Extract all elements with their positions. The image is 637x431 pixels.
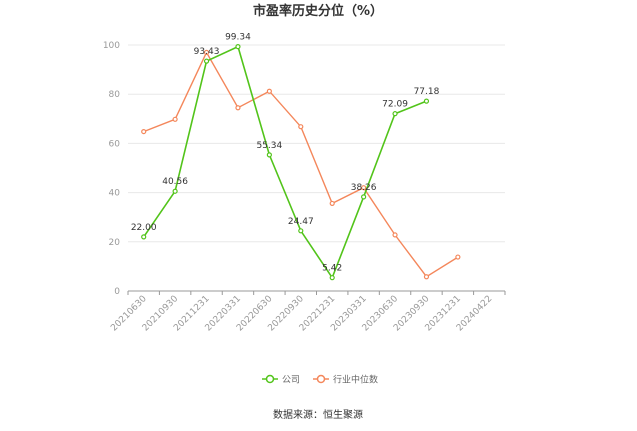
y-tick-label: 40 bbox=[109, 189, 121, 199]
industry-median-data-point bbox=[141, 128, 147, 135]
company-data-label: 55.34 bbox=[256, 141, 282, 151]
company-data-point bbox=[235, 44, 241, 50]
legend-marker bbox=[316, 374, 326, 384]
company-data-label: 22.00 bbox=[131, 223, 157, 233]
company-data-point bbox=[298, 228, 304, 234]
y-tick-label: 80 bbox=[109, 90, 121, 100]
company-data-point bbox=[361, 194, 367, 200]
y-tick-label: 0 bbox=[114, 287, 120, 297]
company-data-point bbox=[423, 98, 430, 104]
company-data-point bbox=[392, 111, 398, 117]
company-data-label: 24.47 bbox=[288, 217, 314, 227]
y-tick-label: 60 bbox=[109, 139, 121, 149]
plot-area bbox=[141, 44, 461, 281]
legend-marker bbox=[265, 374, 275, 384]
industry-median-data-point bbox=[172, 116, 178, 122]
company-data-label: 72.09 bbox=[382, 100, 408, 110]
company-data-point bbox=[203, 58, 210, 64]
industry-median-series-line bbox=[143, 50, 459, 278]
grid-lines bbox=[128, 44, 505, 243]
y-tick-label: 100 bbox=[103, 41, 120, 51]
industry-median-data-point bbox=[298, 124, 304, 130]
company-data-point bbox=[266, 152, 272, 158]
industry-median-data-point bbox=[423, 274, 430, 280]
company-data-label: 40.56 bbox=[162, 177, 188, 187]
y-axis: 0 20 40 60 80 100 bbox=[103, 41, 120, 297]
industry-median-data-point bbox=[329, 200, 335, 207]
industry-median-data-point bbox=[203, 49, 210, 55]
industry-median-data-point bbox=[266, 88, 272, 94]
company-data-label: 99.34 bbox=[225, 33, 251, 43]
x-axis: 2021063020210930202112312022033120220630… bbox=[109, 290, 506, 334]
legend-label: 公司 bbox=[282, 375, 300, 386]
data-labels: 22.00 40.56 93.43 99.34 55.34 24.47 5.42 38.26 7… bbox=[131, 33, 440, 274]
company-data-point bbox=[172, 188, 178, 194]
industry-median-data-point bbox=[361, 185, 367, 191]
company-data-label: 38.26 bbox=[351, 183, 377, 193]
industry-median-data-point bbox=[455, 254, 461, 260]
company-data-label: 5.42 bbox=[322, 264, 342, 274]
legend-label: 行业中位数 bbox=[333, 374, 378, 386]
source-note: 数据来源：恒生聚源 bbox=[273, 408, 363, 421]
company-data-point bbox=[329, 275, 335, 281]
legend[interactable]: 公司 行业中位数 bbox=[262, 374, 378, 386]
legend-item-company[interactable]: 公司 bbox=[262, 375, 300, 386]
y-tick-label: 20 bbox=[109, 238, 121, 248]
company-series-line bbox=[143, 45, 427, 280]
chart-title: 市盈率历史分位（%） bbox=[253, 3, 383, 19]
legend-item-industry-median[interactable]: 行业中位数 bbox=[313, 374, 378, 386]
company-data-label: 77.18 bbox=[414, 87, 440, 97]
industry-median-data-point bbox=[392, 232, 398, 238]
company-data-point bbox=[141, 234, 147, 240]
industry-median-data-point bbox=[235, 105, 241, 111]
company-data-label: 93.43 bbox=[194, 47, 220, 57]
